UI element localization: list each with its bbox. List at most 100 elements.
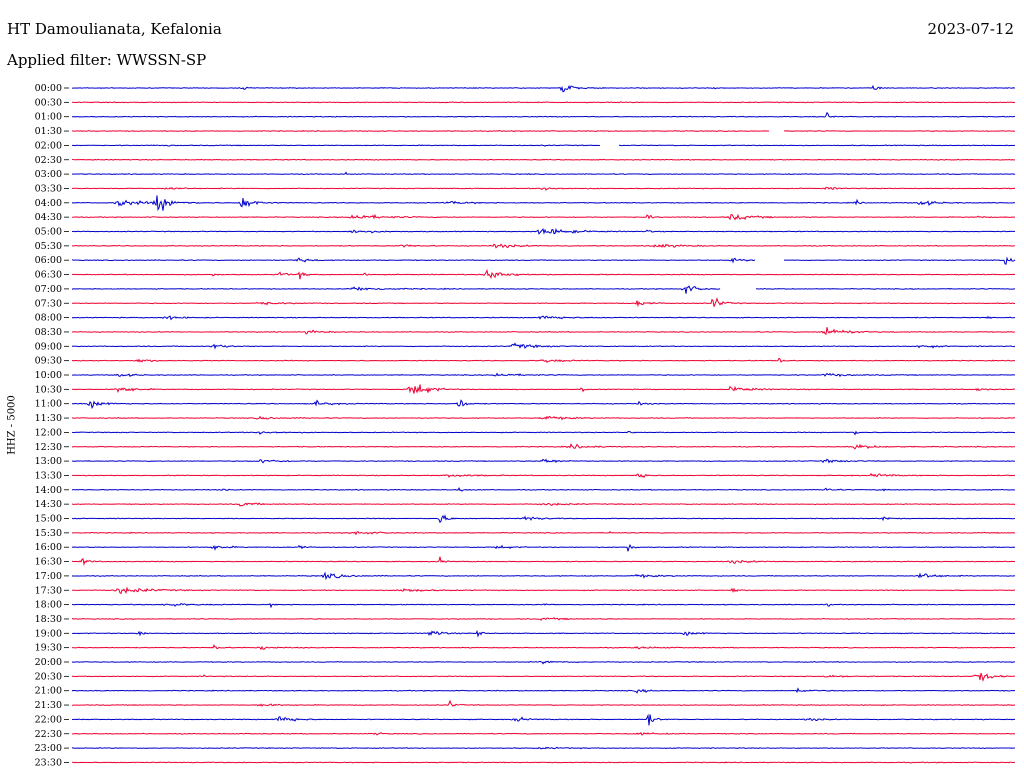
time-label: 16:00 (35, 542, 62, 553)
trace-blue (71, 285, 1016, 294)
time-label: 18:00 (35, 600, 62, 611)
trace-blue (71, 687, 1016, 694)
time-label: 16:30 (35, 557, 62, 568)
date-label: 2023-07-12 (927, 20, 1014, 38)
time-label: 09:00 (35, 341, 62, 352)
trace-blue (71, 144, 1016, 147)
trace-red (71, 268, 1016, 280)
time-label: 04:00 (35, 198, 62, 209)
trace-red (71, 502, 1016, 507)
trace-blue (71, 629, 1016, 638)
trace-red (71, 586, 1016, 595)
time-label: 08:00 (35, 313, 62, 324)
time-label: 08:30 (35, 327, 62, 338)
time-label: 05:30 (35, 241, 62, 252)
trace-blue (71, 713, 1016, 726)
trace-red (71, 761, 1016, 764)
trace-red (71, 101, 1016, 104)
trace-blue (71, 342, 1016, 350)
trace-red (71, 186, 1016, 191)
trace-blue (71, 660, 1016, 665)
time-label: 01:30 (35, 126, 62, 137)
time-label: 17:30 (35, 585, 62, 596)
trace-blue (71, 487, 1016, 492)
time-label: 21:30 (35, 700, 62, 711)
trace-red (71, 158, 1016, 161)
time-label: 13:00 (35, 456, 62, 467)
trace-red (71, 243, 1016, 249)
time-label: 03:00 (35, 169, 62, 180)
time-label: 07:00 (35, 284, 62, 295)
time-label: 19:00 (35, 628, 62, 639)
trace-red (71, 530, 1016, 536)
time-label: 19:30 (35, 643, 62, 654)
time-label: 00:00 (35, 83, 62, 94)
trace-blue (71, 315, 1016, 321)
trace-red (71, 617, 1016, 621)
time-label: 22:30 (35, 729, 62, 740)
trace-blue (71, 84, 1016, 93)
time-label: 11:00 (35, 399, 62, 410)
trace-blue (71, 399, 1016, 409)
time-label: 22:00 (35, 714, 62, 725)
trace-red (71, 472, 1016, 479)
time-label: 14:30 (35, 499, 62, 510)
trace-blue (71, 195, 1016, 212)
trace-red (71, 672, 1016, 683)
time-label: 11:30 (35, 413, 62, 424)
time-label: 09:30 (35, 356, 62, 367)
trace-red (71, 297, 1016, 308)
trace-red (71, 327, 1016, 336)
time-label: 06:30 (35, 270, 62, 281)
trace-blue (71, 372, 1016, 378)
time-label: 14:00 (35, 485, 62, 496)
trace-blue (71, 256, 1016, 265)
trace-red (71, 731, 1016, 736)
time-label: 21:00 (35, 686, 62, 697)
trace-red (71, 415, 1016, 421)
time-label: 12:30 (35, 442, 62, 453)
time-label: 20:00 (35, 657, 62, 668)
time-label: 03:30 (35, 183, 62, 194)
trace-blue (71, 171, 1016, 176)
time-label: 01:00 (35, 112, 62, 123)
time-label: 15:30 (35, 528, 62, 539)
time-label: 17:00 (35, 571, 62, 582)
time-label: 15:00 (35, 514, 62, 525)
time-label: 13:30 (35, 470, 62, 481)
trace-red (71, 699, 1016, 707)
time-label: 12:00 (35, 427, 62, 438)
time-label: 00:30 (35, 97, 62, 108)
trace-blue (71, 514, 1016, 524)
trace-red (71, 644, 1016, 651)
trace-blue (71, 571, 1016, 581)
trace-red (71, 556, 1016, 566)
trace-blue (71, 227, 1016, 235)
trace-blue (71, 430, 1016, 436)
time-label: 04:30 (35, 212, 62, 223)
trace-blue (71, 746, 1016, 750)
time-label: 02:30 (35, 155, 62, 166)
trace-red (72, 384, 1016, 394)
time-label: 10:00 (35, 370, 62, 381)
time-label: 05:00 (35, 227, 62, 238)
time-label: 10:30 (35, 384, 62, 395)
time-label: 18:30 (35, 614, 62, 625)
trace-red (71, 357, 1016, 363)
time-label: 02:00 (35, 140, 62, 151)
time-label: 23:00 (35, 743, 62, 754)
time-label: 23:30 (35, 757, 62, 768)
filter-label: Applied filter: WWSSN-SP (7, 51, 207, 69)
trace-blue (71, 458, 1016, 464)
time-label: 06:00 (35, 255, 62, 266)
trace-red (71, 443, 1016, 450)
trace-blue (71, 602, 1016, 609)
time-label: 20:30 (35, 671, 62, 682)
trace-red (71, 129, 1016, 133)
station-title: HT Damoulianata, Kefalonia (7, 20, 222, 38)
time-label: 07:30 (35, 298, 62, 309)
trace-red (71, 213, 1015, 221)
trace-blue (71, 111, 1016, 118)
